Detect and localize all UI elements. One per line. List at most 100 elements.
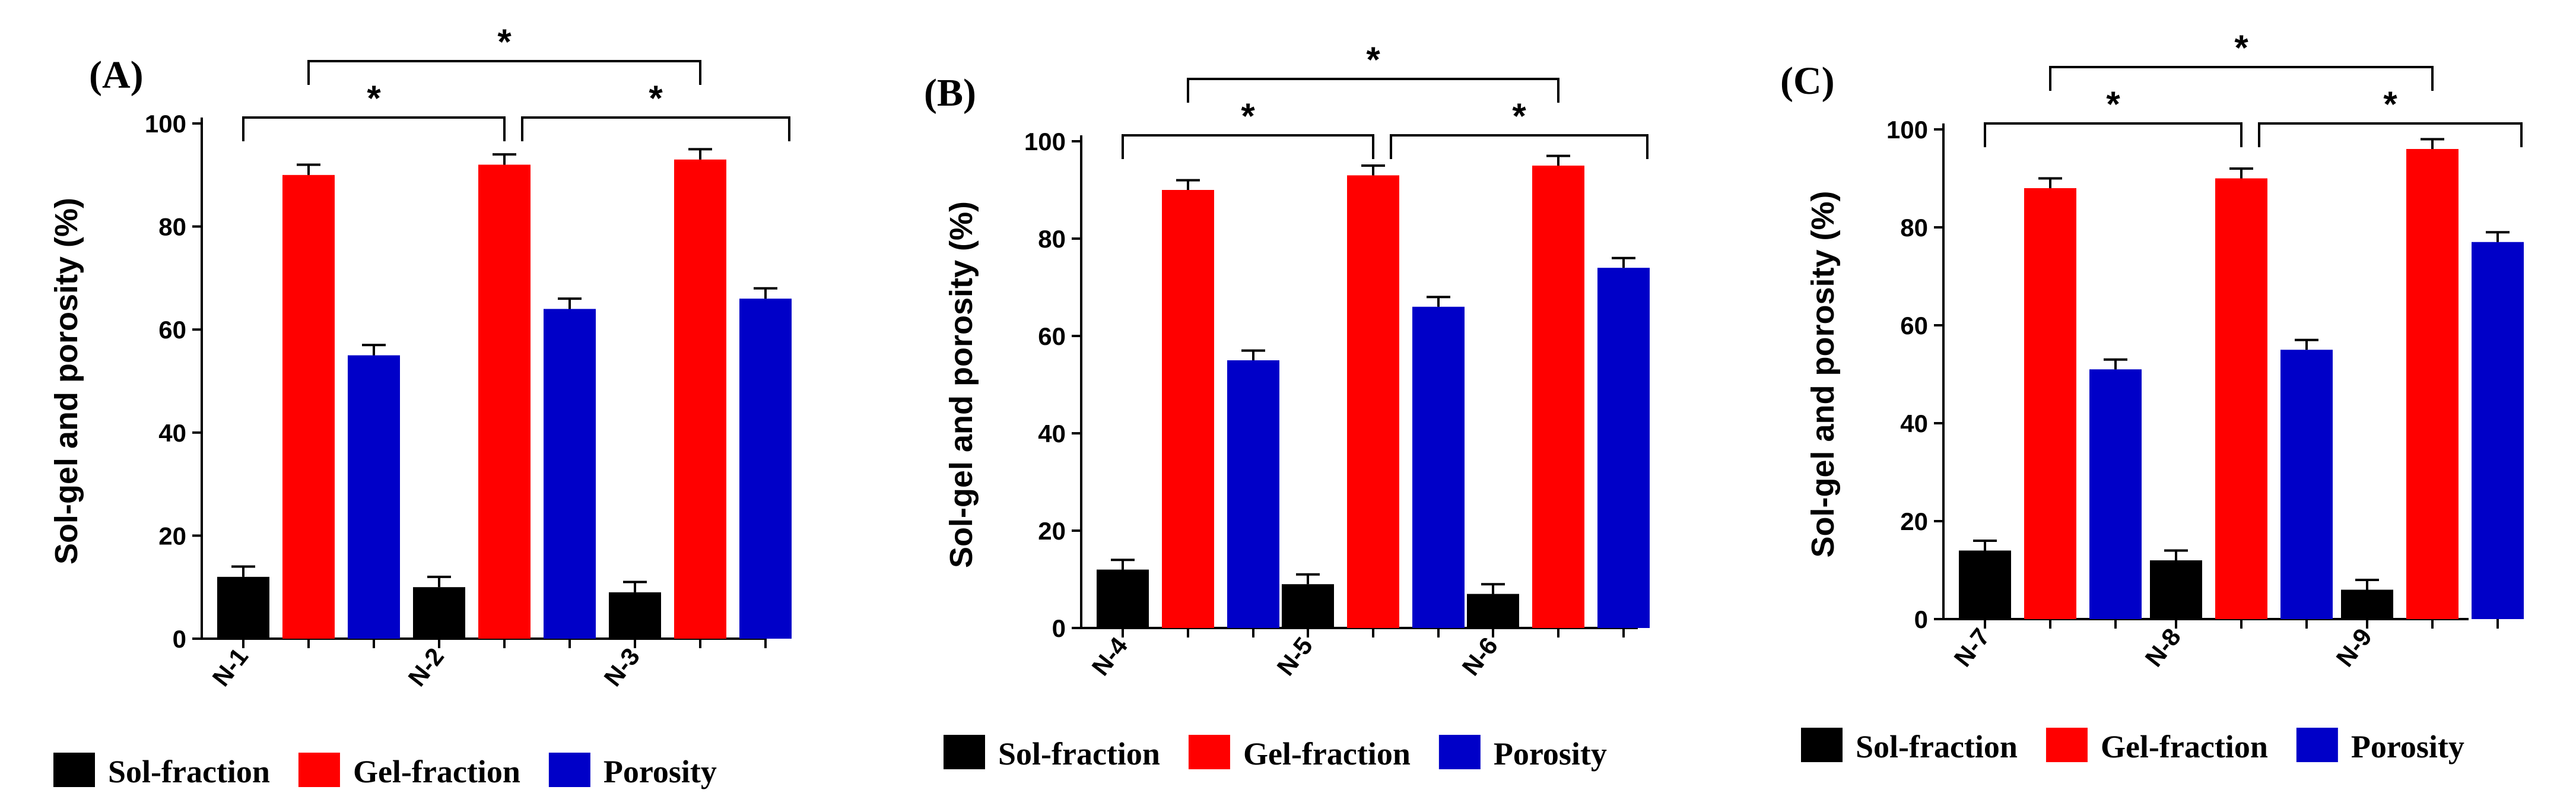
x-category-label: N-4 bbox=[1086, 632, 1133, 681]
y-tick-label: 80 bbox=[158, 213, 186, 241]
bar-porosity-n-6 bbox=[1597, 268, 1650, 628]
bar-sol-fraction-n-9 bbox=[2341, 589, 2393, 619]
y-tick-label: 20 bbox=[1900, 508, 1928, 535]
y-axis-title: Sol-gel and porosity (%) bbox=[1805, 191, 1841, 557]
significance-star: * bbox=[1366, 40, 1380, 80]
significance-bracket bbox=[2258, 122, 2523, 147]
bar-porosity-n-7 bbox=[2089, 369, 2142, 619]
y-tick-label: 0 bbox=[173, 625, 186, 653]
x-category-label: N-8 bbox=[2139, 623, 2186, 672]
bar-porosity-n-4 bbox=[1227, 360, 1279, 628]
legend-swatch-sol-fraction bbox=[944, 735, 985, 769]
legend-label-porosity: Porosity bbox=[1494, 736, 1607, 772]
bar-sol-fraction-n-1 bbox=[217, 576, 269, 639]
x-category-label: N-6 bbox=[1456, 632, 1503, 681]
legend-label-porosity: Porosity bbox=[603, 754, 717, 789]
y-axis-title: Sol-gel and porosity (%) bbox=[944, 201, 979, 568]
y-tick-label: 100 bbox=[145, 110, 186, 138]
significance-bracket bbox=[2049, 66, 2434, 91]
bar-gel-fraction-n-2 bbox=[478, 164, 531, 639]
x-category-label: N-7 bbox=[1948, 623, 1995, 672]
bar-sol-fraction-n-5 bbox=[1282, 584, 1334, 628]
legend-swatch-gel-fraction bbox=[1188, 735, 1230, 769]
x-category-label: N-5 bbox=[1271, 632, 1318, 681]
legend-swatch-porosity bbox=[548, 753, 590, 787]
x-category-label: N-9 bbox=[2330, 623, 2377, 672]
legend-swatch-sol-fraction bbox=[53, 753, 95, 787]
significance-star: * bbox=[2106, 84, 2120, 124]
panel-label: (B) bbox=[924, 71, 976, 115]
bar-sol-fraction-n-7 bbox=[1959, 550, 2011, 619]
bar-porosity-n-2 bbox=[544, 309, 596, 639]
y-tick-label: 0 bbox=[1052, 614, 1066, 642]
significance-star: * bbox=[497, 22, 512, 62]
bar-sol-fraction-n-8 bbox=[2150, 560, 2202, 619]
bar-porosity-n-3 bbox=[739, 299, 792, 639]
y-tick-label: 80 bbox=[1900, 214, 1928, 242]
bar-gel-fraction-n-8 bbox=[2215, 178, 2267, 619]
legend-label-gel-fraction: Gel-fraction bbox=[2101, 729, 2268, 765]
significance-bracket bbox=[307, 60, 701, 85]
panel-label: (C) bbox=[1780, 59, 1835, 103]
bar-porosity-n-1 bbox=[348, 355, 400, 639]
significance-bracket bbox=[1984, 122, 2243, 147]
significance-star: * bbox=[2234, 28, 2248, 68]
bar-gel-fraction-n-9 bbox=[2406, 149, 2459, 619]
significance-bracket bbox=[521, 116, 790, 141]
y-tick-label: 40 bbox=[158, 419, 186, 447]
bar-gel-fraction-n-4 bbox=[1162, 190, 1214, 628]
significance-star: * bbox=[649, 78, 663, 118]
y-tick-label: 60 bbox=[158, 316, 186, 344]
bar-gel-fraction-n-5 bbox=[1347, 175, 1399, 628]
legend-swatch-sol-fraction bbox=[1801, 728, 1843, 762]
y-tick-label: 20 bbox=[1038, 517, 1066, 545]
bar-gel-fraction-n-6 bbox=[1532, 166, 1584, 628]
x-category-label: N-3 bbox=[598, 643, 645, 692]
legend-label-sol-fraction: Sol-fraction bbox=[1856, 729, 2018, 765]
significance-star: * bbox=[367, 78, 381, 118]
legend-swatch-porosity bbox=[2296, 728, 2338, 762]
significance-star: * bbox=[2383, 84, 2397, 124]
bar-gel-fraction-n-7 bbox=[2024, 188, 2076, 619]
y-tick-label: 100 bbox=[1024, 128, 1066, 156]
bar-porosity-n-5 bbox=[1412, 306, 1465, 628]
legend-label-sol-fraction: Sol-fraction bbox=[998, 736, 1160, 772]
bar-sol-fraction-n-2 bbox=[413, 587, 465, 639]
significance-bracket bbox=[1122, 134, 1374, 159]
bar-sol-fraction-n-6 bbox=[1467, 594, 1519, 628]
bar-gel-fraction-n-1 bbox=[282, 175, 335, 639]
x-category-label: N-1 bbox=[207, 643, 253, 692]
y-tick-label: 20 bbox=[158, 522, 186, 550]
legend-label-porosity: Porosity bbox=[2351, 729, 2464, 765]
bar-porosity-n-9 bbox=[2472, 242, 2524, 619]
legend-label-sol-fraction: Sol-fraction bbox=[108, 754, 270, 789]
y-tick-label: 60 bbox=[1900, 312, 1928, 340]
panel-label: (A) bbox=[89, 53, 144, 97]
y-tick-label: 40 bbox=[1038, 420, 1066, 448]
legend-label-gel-fraction: Gel-fraction bbox=[353, 754, 520, 789]
legend-swatch-porosity bbox=[1438, 735, 1481, 769]
chart-panel-c: (C) Sol-gel and porosity (%) 0 20 40 60 80 100 N… bbox=[1780, 28, 2524, 765]
bar-porosity-n-8 bbox=[2280, 350, 2333, 619]
significance-bracket bbox=[242, 116, 506, 141]
x-category-label: N-2 bbox=[402, 643, 449, 692]
significance-bracket bbox=[1187, 78, 1559, 103]
significance-star: * bbox=[1512, 96, 1526, 136]
bar-sol-fraction-n-4 bbox=[1097, 569, 1149, 628]
legend-swatch-gel-fraction bbox=[2045, 728, 2088, 762]
legend-label-gel-fraction: Gel-fraction bbox=[1243, 736, 1411, 772]
y-tick-label: 60 bbox=[1038, 322, 1066, 350]
bar-sol-fraction-n-3 bbox=[609, 592, 661, 639]
y-tick-label: 40 bbox=[1900, 410, 1928, 437]
chart-panel-b: (B) Sol-gel and porosity (%) 0 20 40 60 80 100 N… bbox=[924, 40, 1650, 772]
y-axis-title: Sol-gel and porosity (%) bbox=[49, 198, 84, 564]
y-tick-label: 0 bbox=[1914, 605, 1928, 633]
significance-star: * bbox=[1241, 96, 1255, 136]
bar-gel-fraction-n-3 bbox=[674, 159, 726, 639]
y-tick-label: 80 bbox=[1038, 225, 1066, 253]
y-tick-label: 100 bbox=[1886, 116, 1928, 144]
significance-bracket bbox=[1390, 134, 1648, 159]
chart-panel-a: (A) Sol-gel and porosity (%) 0 20 40 60 80 100 N… bbox=[49, 22, 792, 789]
legend-swatch-gel-fraction bbox=[298, 753, 340, 787]
